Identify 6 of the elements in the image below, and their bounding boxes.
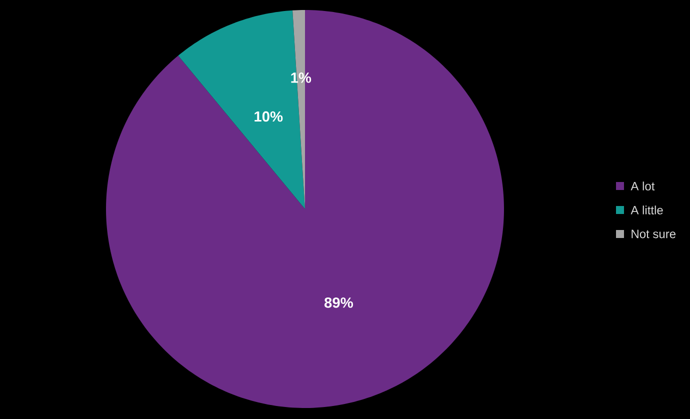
legend-label: A little: [630, 206, 663, 214]
legend-label: A lot: [630, 182, 655, 190]
data-label: 89%: [324, 297, 353, 308]
data-label: 10%: [254, 111, 283, 122]
legend-label: Not sure: [632, 230, 676, 238]
data-label: 1%: [291, 72, 312, 83]
